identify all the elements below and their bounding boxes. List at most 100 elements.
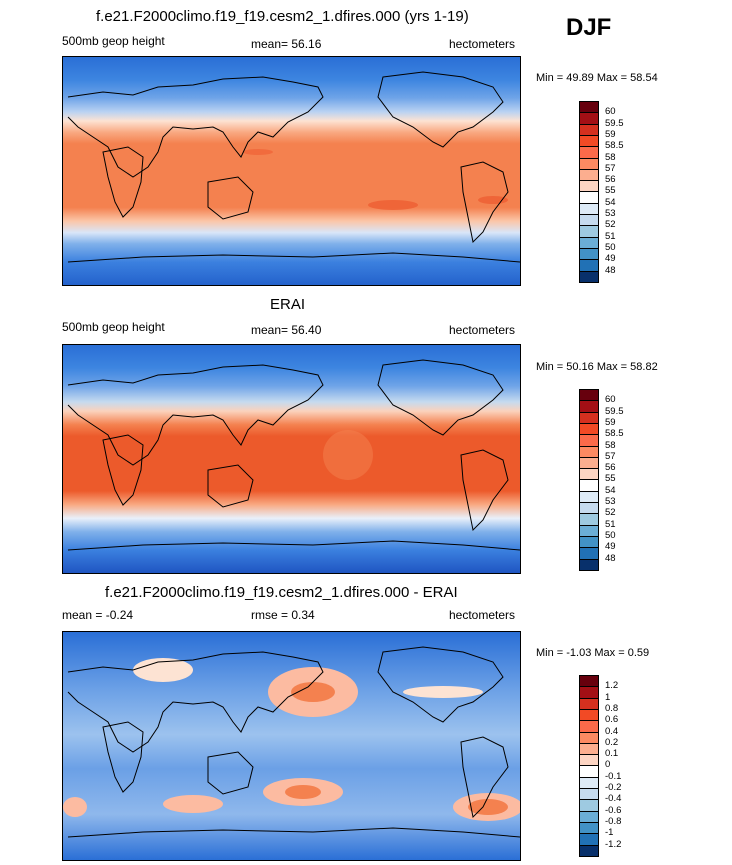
panel-3-title: f.e21.F2000climo.f19_f19.cesm2_1.dfires.…: [105, 584, 458, 601]
colorbar-box: [579, 697, 599, 710]
panel-3-minmax: Min = -1.03 Max = 0.59: [536, 647, 650, 659]
colorbar-box: [579, 810, 599, 823]
panel-2-units-label: hectometers: [449, 323, 516, 337]
panel-1-minmax: Min = 49.89 Max = 58.54: [536, 72, 658, 84]
colorbar-label: 60: [605, 394, 616, 406]
colorbar-label: 0.4: [605, 725, 619, 737]
panel-1-title: f.e21.F2000climo.f19_f19.cesm2_1.dfires.…: [96, 8, 469, 25]
colorbar-box: [579, 225, 599, 238]
colorbar-label: 0.2: [605, 736, 619, 748]
colorbar-box: [579, 259, 599, 272]
colorbar-label: 0.1: [605, 748, 619, 760]
season-label: DJF: [566, 14, 612, 41]
colorbar-label: 48: [605, 264, 616, 276]
colorbar-box: [579, 524, 599, 537]
colorbar-box: [579, 535, 599, 549]
colorbar-label: 52: [605, 219, 616, 231]
colorbar-label: -0.8: [605, 815, 622, 827]
colorbar-label: -0.6: [605, 804, 622, 816]
panel-1-units-label: hectometers: [449, 37, 516, 51]
panel-2-colorbar: 60 59.5 59 58.5 58 57 56 55 54 53 52 51 50 49 48: [579, 389, 639, 571]
colorbar-label: 53: [605, 496, 616, 507]
colorbar-box: [579, 112, 599, 125]
colorbar-label: -0.2: [605, 782, 622, 793]
colorbar-box: [579, 490, 599, 503]
panel-2-title: ERAI: [270, 296, 306, 313]
colorbar-label: 58: [605, 151, 616, 163]
colorbar-box: [579, 502, 599, 515]
colorbar-box: [579, 833, 599, 846]
colorbar-label: 50: [605, 241, 616, 253]
colorbar-box: [579, 708, 599, 722]
colorbar-box: [579, 479, 599, 492]
colorbar-box: [579, 214, 599, 227]
panel-2-variable-label: 500mb geop height: [62, 320, 165, 334]
colorbar-label: -1.2: [605, 838, 622, 850]
colorbar-box: [579, 445, 599, 458]
colorbar-label: 50: [605, 529, 616, 541]
colorbar-label: 54: [605, 196, 616, 208]
colorbar-label: 48: [605, 552, 616, 564]
colorbar-label: 59.5: [605, 405, 624, 417]
colorbar-label: -0.1: [605, 770, 622, 782]
colorbar-label: 49: [605, 541, 616, 553]
colorbar-box: [579, 434, 599, 447]
colorbar-label: 49: [605, 253, 616, 265]
colorbar-label: 53: [605, 208, 616, 219]
panel-3-rmse-label: rmse = 0.34: [251, 608, 315, 622]
colorbar-box: [579, 765, 599, 778]
colorbar-label: 1: [605, 691, 611, 703]
panel-2-map: [62, 344, 521, 574]
colorbar-box: [579, 389, 599, 402]
colorbar-box: [579, 247, 599, 261]
colorbar-box: [579, 123, 599, 136]
colorbar-box: [579, 134, 599, 148]
colorbar-label: -0.4: [605, 793, 622, 805]
colorbar-label: 59: [605, 416, 616, 428]
panel-2-mean-label: mean= 56.40: [251, 323, 322, 337]
colorbar-label: 57: [605, 450, 616, 462]
colorbar-box: [579, 400, 599, 413]
colorbar-label: 58: [605, 439, 616, 451]
colorbar-box: [579, 168, 599, 182]
panel-1-mean-label: mean= 56.16: [251, 37, 322, 51]
colorbar-label: 57: [605, 162, 616, 174]
colorbar-label: 1.2: [605, 680, 619, 692]
panel-3-mean-label: mean = -0.24: [62, 608, 134, 622]
colorbar-label: 51: [605, 518, 616, 530]
colorbar-label: 54: [605, 484, 616, 496]
colorbar-box: [579, 799, 599, 812]
colorbar-label: 56: [605, 174, 616, 186]
panel-3-map: [62, 631, 521, 861]
colorbar-label: 56: [605, 462, 616, 474]
panel-1-colorbar: 60 59.5 59 58.5 58 57 56 55 54 53 52 51 50 49 48: [579, 101, 639, 283]
colorbar-label: -1: [605, 827, 614, 839]
colorbar-label: 55: [605, 185, 616, 197]
colorbar-label: 0.6: [605, 714, 619, 726]
colorbar-box: [579, 513, 599, 526]
colorbar-box: [579, 422, 599, 436]
colorbar-box: [579, 191, 599, 204]
colorbar-box: [579, 742, 599, 756]
colorbar-box: [579, 754, 599, 767]
colorbar-box: [579, 731, 599, 744]
colorbar-label: 51: [605, 230, 616, 242]
colorbar-box: [579, 675, 599, 688]
colorbar-label: 55: [605, 473, 616, 485]
colorbar-label: 59.5: [605, 117, 624, 129]
colorbar-box: [579, 821, 599, 835]
colorbar-box: [579, 547, 599, 560]
colorbar-box: [579, 236, 599, 249]
panel-1-map: [62, 56, 521, 286]
colorbar-box: [579, 411, 599, 424]
colorbar-label: 58.5: [605, 140, 624, 152]
colorbar-box: [579, 720, 599, 733]
colorbar-box: [579, 146, 599, 159]
colorbar-box: [579, 180, 599, 193]
panel-3-units-label: hectometers: [449, 608, 516, 622]
panel-2-minmax: Min = 50.16 Max = 58.82: [536, 361, 658, 373]
colorbar-label: 60: [605, 106, 616, 118]
colorbar-box: [579, 456, 599, 470]
colorbar-box: [579, 270, 599, 283]
colorbar-box: [579, 776, 599, 789]
